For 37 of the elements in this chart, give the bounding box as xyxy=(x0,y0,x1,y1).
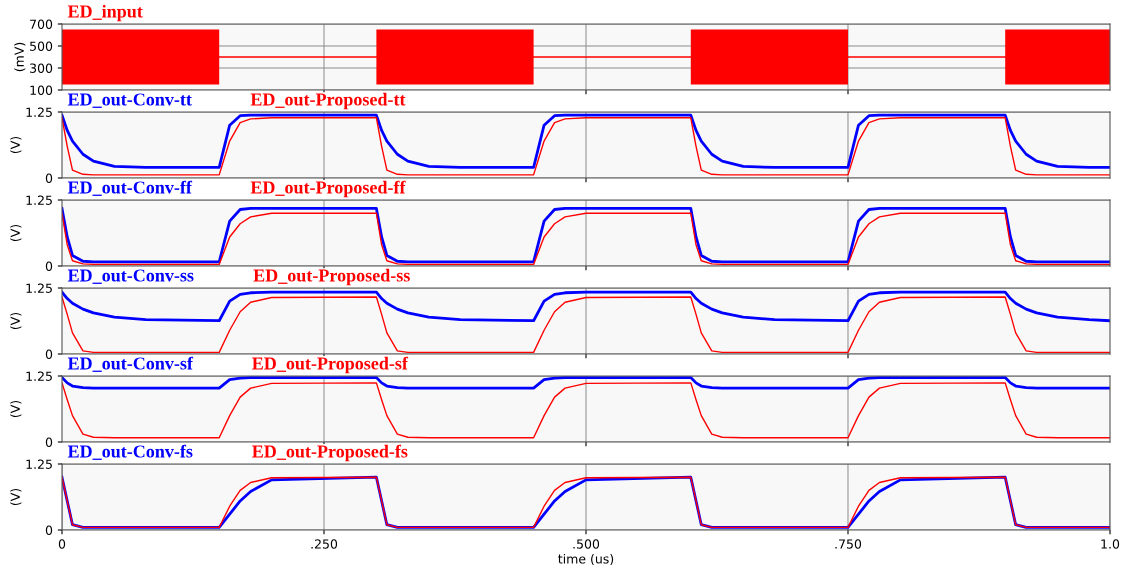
x-tick-label: .500 xyxy=(573,539,600,549)
y-tick-label: 0 xyxy=(45,525,53,535)
x-tick-label: 0 xyxy=(58,539,66,549)
series-label: ED_out-Conv-tt xyxy=(67,93,192,108)
y-tick-label: 300 xyxy=(30,63,53,73)
y-axis-title: (V) xyxy=(10,488,22,506)
y-tick-label: 500 xyxy=(30,41,53,51)
y-tick-label: 100 xyxy=(30,85,53,95)
y-axis-title: (V) xyxy=(10,136,22,154)
y-tick-label: 1.25 xyxy=(26,371,52,381)
y-tick-label: 1.25 xyxy=(26,107,52,117)
y-tick-label: 1.25 xyxy=(26,195,52,205)
series-label: ED_out-Conv-ff xyxy=(67,180,193,196)
series-label: ED_out-Proposed-tt xyxy=(250,92,406,110)
x-axis-title: time (us) xyxy=(558,553,614,566)
x-tick-label: .250 xyxy=(311,539,338,549)
series-label: ED_input xyxy=(67,4,143,22)
y-axis-title: (V) xyxy=(10,400,22,418)
series-label: ED_out-Proposed-ff xyxy=(250,180,406,198)
y-tick-label: 1.25 xyxy=(26,283,52,293)
series-label: ED_out-Proposed-sf xyxy=(252,356,409,374)
y-tick-label: 0 xyxy=(45,437,53,447)
series-label: ED_out-Proposed-fs xyxy=(252,444,408,462)
y-tick-label: 1.25 xyxy=(26,459,52,469)
y-tick-label: 700 xyxy=(30,19,53,29)
y-tick-label: 0 xyxy=(45,173,53,183)
series-label: ED_out-Proposed-ss xyxy=(253,268,410,286)
y-axis-title: (V) xyxy=(10,312,22,330)
y-tick-label: 0 xyxy=(45,261,53,271)
y-tick-label: 0 xyxy=(45,349,53,359)
y-axis-title: (mV) xyxy=(14,42,26,72)
series-label: ED_out-Conv-sf xyxy=(67,356,194,372)
x-tick-label: .750 xyxy=(835,539,862,549)
series-label: ED_out-Conv-fs xyxy=(67,444,193,460)
series-label: ED_out-Conv-ss xyxy=(67,269,194,284)
y-axis-title: (V) xyxy=(10,224,22,242)
x-tick-label: 1.0 xyxy=(1101,539,1120,549)
